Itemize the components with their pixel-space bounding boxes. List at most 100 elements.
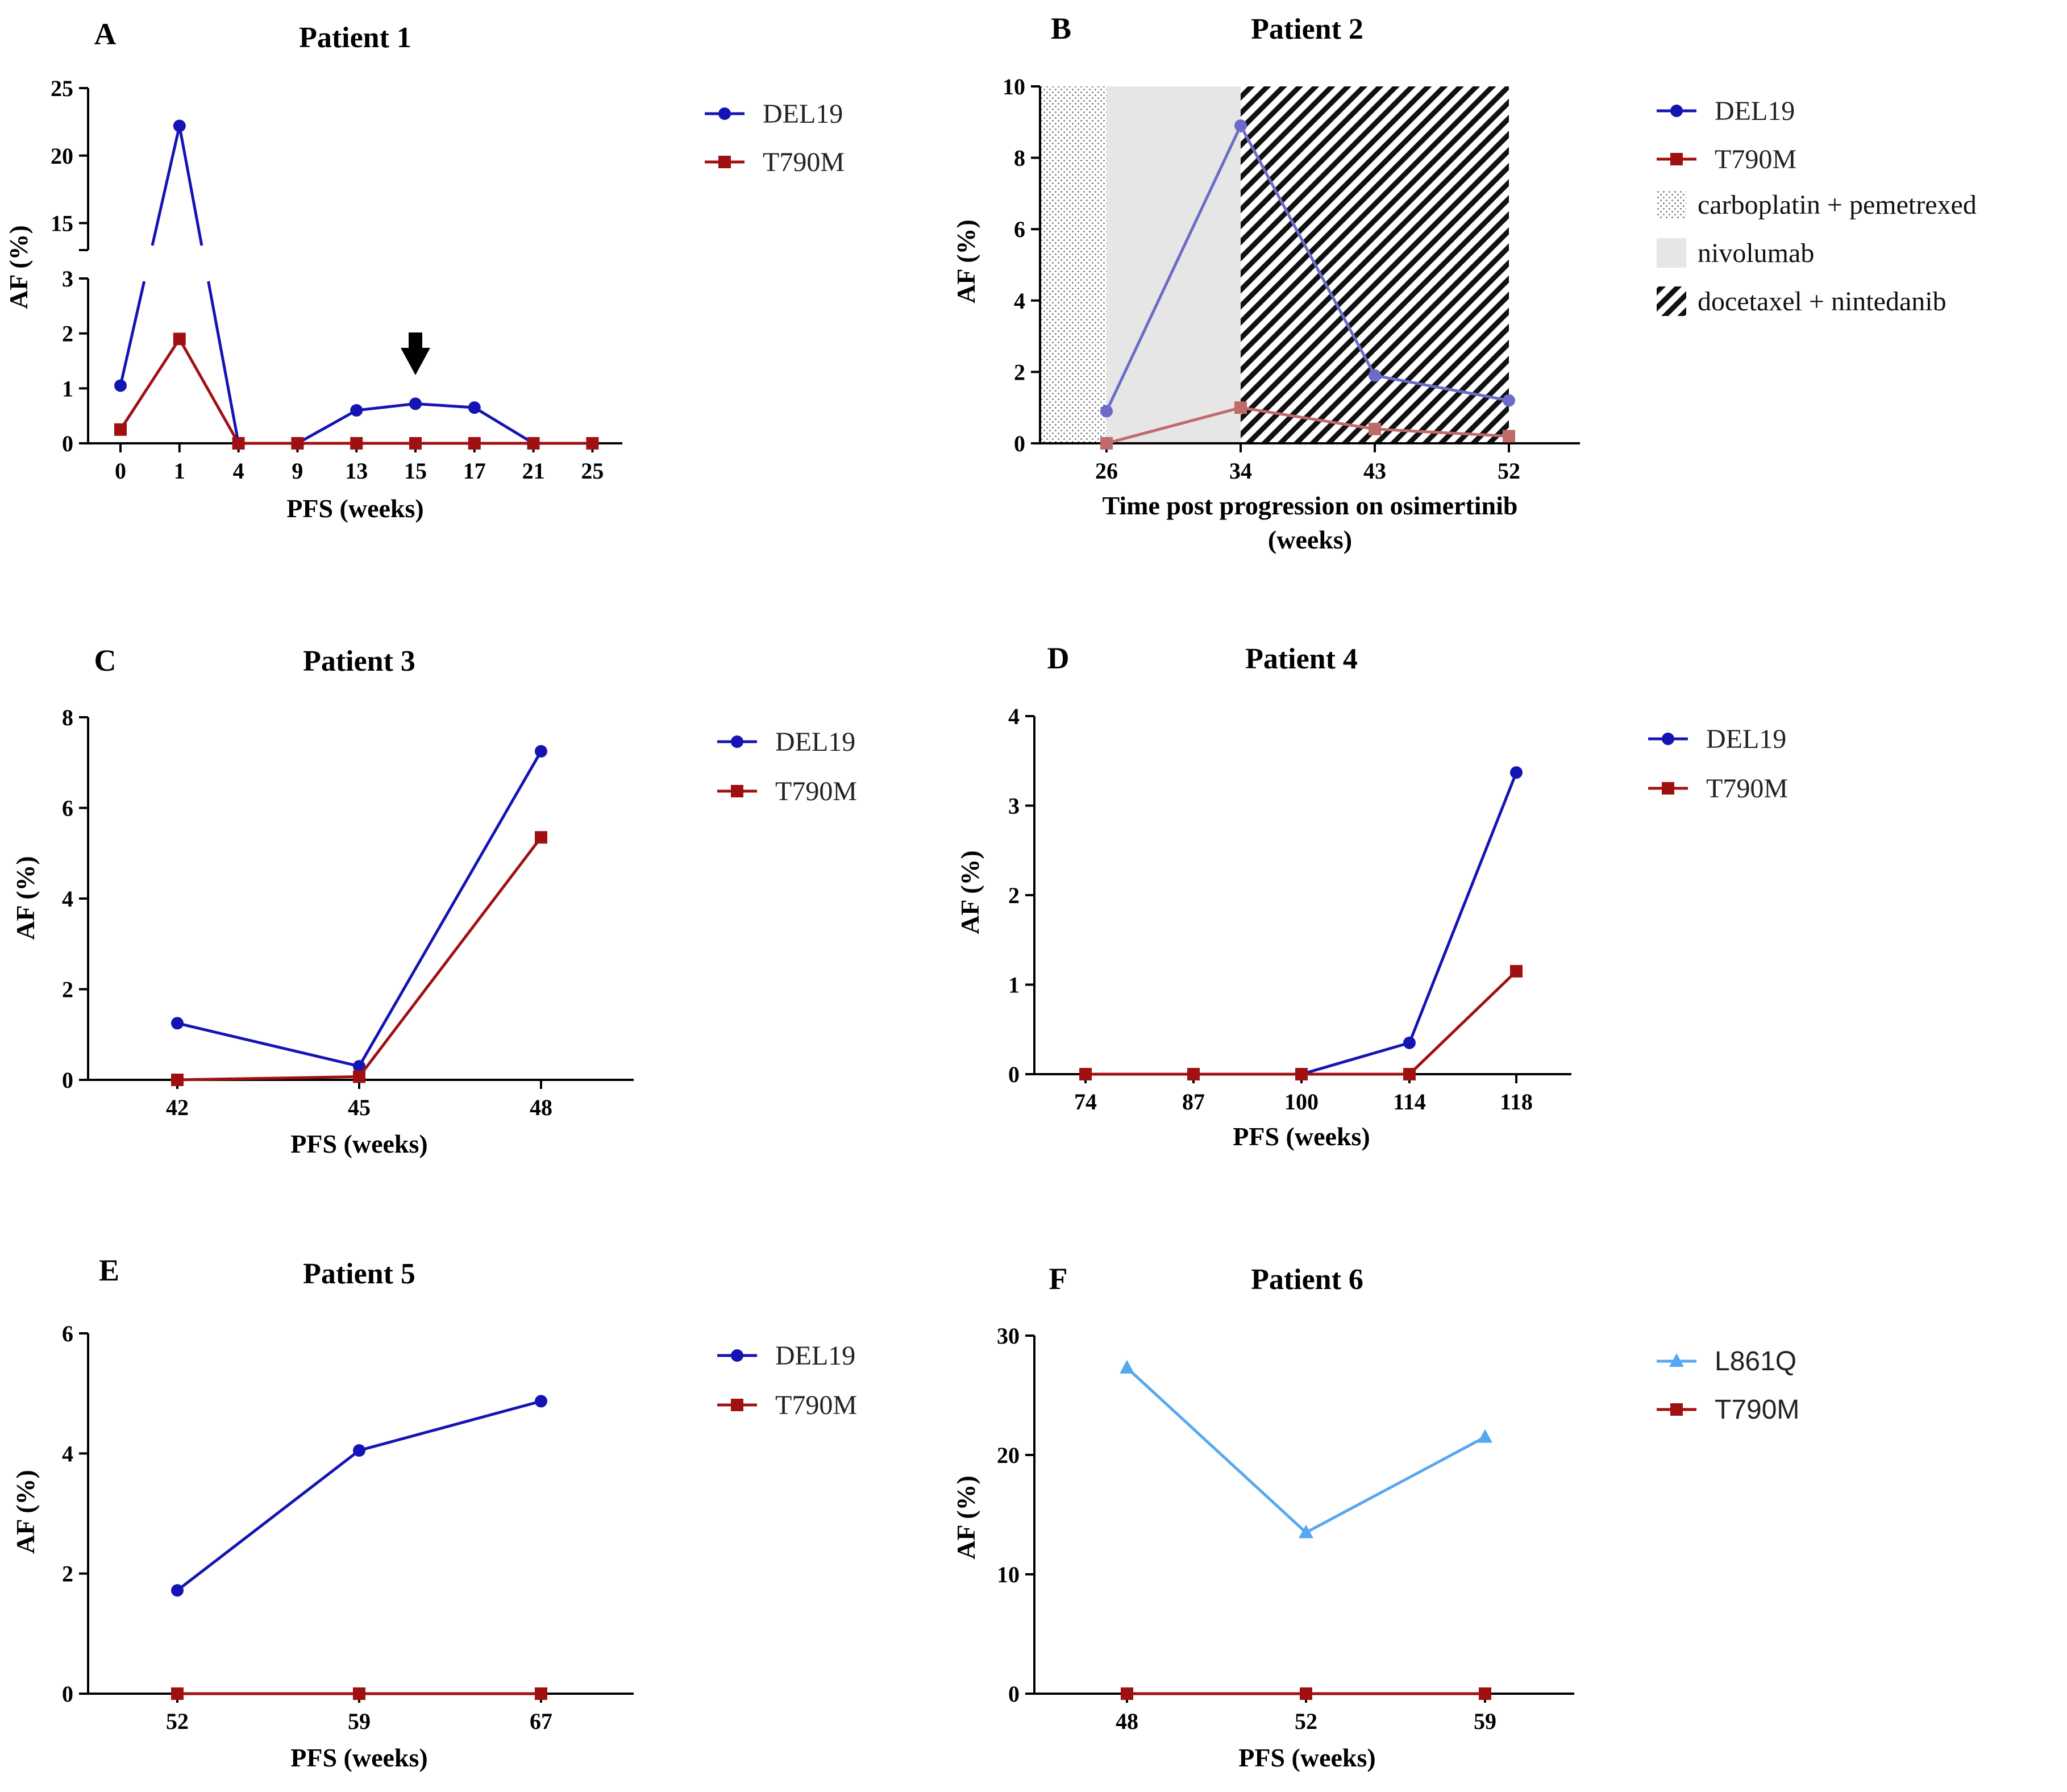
data-point bbox=[173, 119, 186, 132]
data-point bbox=[1187, 1068, 1200, 1080]
legend: L861Q T790M bbox=[1657, 1346, 1799, 1425]
treatment-band-dots bbox=[1040, 86, 1107, 443]
chart-title: Patient 3 bbox=[303, 645, 415, 677]
data-point bbox=[1300, 1687, 1312, 1700]
data-point bbox=[1299, 1524, 1313, 1539]
legend-label: DEL19 bbox=[1706, 724, 1786, 754]
data-point bbox=[1295, 1068, 1308, 1080]
axes bbox=[79, 87, 622, 452]
data-point bbox=[1234, 401, 1247, 414]
series-del19 bbox=[171, 1395, 547, 1597]
chart-title: Patient 1 bbox=[299, 22, 411, 54]
series-line bbox=[176, 1399, 542, 1592]
chart-title: Patient 2 bbox=[1251, 13, 1363, 45]
treatment-band-hatch bbox=[1241, 86, 1509, 443]
data-point bbox=[535, 1395, 547, 1408]
series-line bbox=[1106, 406, 1509, 445]
legend-label: DEL19 bbox=[775, 727, 855, 757]
legend-label: DEL19 bbox=[775, 1341, 855, 1371]
y-tick-label: 0 bbox=[1008, 1681, 1020, 1707]
y-tick-label: 2 bbox=[1014, 359, 1025, 385]
x-axis-label: PFS (weeks) bbox=[1233, 1122, 1370, 1151]
x-tick-label: 43 bbox=[1363, 458, 1386, 484]
y-tick-label: 2 bbox=[1008, 883, 1020, 908]
x-tick-label: 1 bbox=[174, 458, 185, 484]
series-line-segment bbox=[297, 409, 357, 445]
legend-marker bbox=[1670, 153, 1683, 165]
legend-swatch-dots bbox=[1657, 190, 1686, 219]
x-tick-label: 0 bbox=[115, 458, 126, 484]
legend-label: T790M bbox=[775, 1390, 857, 1420]
data-point bbox=[1403, 1068, 1416, 1080]
data-point bbox=[535, 745, 547, 758]
data-point bbox=[1100, 437, 1113, 450]
y-tick-label: 4 bbox=[62, 1441, 73, 1466]
series-del19 bbox=[171, 745, 547, 1073]
legend-marker bbox=[1670, 105, 1683, 117]
y-tick-label: 4 bbox=[1008, 704, 1020, 729]
y-axis-label: AF (%) bbox=[11, 1470, 40, 1554]
data-point bbox=[1503, 430, 1515, 443]
x-tick-label: 67 bbox=[530, 1708, 552, 1734]
data-point bbox=[114, 379, 127, 392]
panel-letter: F bbox=[1049, 1262, 1068, 1296]
chart-panel-e: E Patient 5 0 2 4 6 52 59 67 PFS (weeks) AF (%) DEL… bbox=[11, 1253, 857, 1772]
y-tick-label: 20 bbox=[997, 1442, 1020, 1468]
y-tick-label: 30 bbox=[997, 1323, 1020, 1349]
chart-panel-c: C Patient 3 0 2 4 6 8 42 45 48 PFS (weeks) AF (%) DE… bbox=[11, 643, 857, 1158]
y-tick-label: 10 bbox=[1003, 74, 1025, 99]
legend-label: L861Q bbox=[1715, 1346, 1796, 1377]
series-line bbox=[1086, 970, 1517, 1076]
x-tick-label: 42 bbox=[166, 1095, 189, 1120]
data-point bbox=[171, 1687, 184, 1700]
x-tick-label: 100 bbox=[1284, 1089, 1319, 1115]
y-tick-label: 20 bbox=[51, 143, 73, 169]
y-tick-label: 3 bbox=[62, 266, 73, 292]
series-l861q bbox=[1120, 1359, 1492, 1539]
data-point bbox=[409, 437, 422, 450]
data-point bbox=[353, 1444, 365, 1457]
series-del19 bbox=[1079, 766, 1523, 1080]
y-tick-label: 4 bbox=[1014, 288, 1025, 314]
data-point bbox=[232, 437, 245, 450]
data-point bbox=[171, 1584, 184, 1597]
legend-label: carboplatin + pemetrexed bbox=[1698, 190, 1977, 220]
data-point bbox=[535, 1687, 547, 1700]
y-axis-label: AF (%) bbox=[951, 1475, 980, 1560]
data-point bbox=[1234, 119, 1247, 132]
data-point bbox=[353, 1687, 365, 1700]
panel-letter: B bbox=[1051, 11, 1071, 45]
x-tick-label: 118 bbox=[1500, 1089, 1533, 1115]
x-axis-label: PFS (weeks) bbox=[290, 1129, 427, 1158]
data-point bbox=[1510, 964, 1523, 978]
chart-panel-b: B Patient 2 0 2 4 6 8 10 26 34 43 52 Time post progr… bbox=[951, 11, 1977, 554]
data-point bbox=[353, 1060, 365, 1073]
y-tick-label: 15 bbox=[51, 211, 73, 236]
legend-label: DEL19 bbox=[1715, 96, 1795, 126]
x-axis-label: PFS (weeks) bbox=[290, 1743, 427, 1772]
x-tick-label: 45 bbox=[348, 1095, 371, 1120]
y-tick-label: 6 bbox=[62, 796, 73, 821]
legend: DEL19 T790M bbox=[717, 1341, 857, 1420]
series-del19 bbox=[1100, 119, 1515, 418]
data-point bbox=[1510, 766, 1523, 779]
legend-marker bbox=[1662, 733, 1674, 745]
chart-panel-f: F Patient 6 0 10 20 30 48 52 59 PFS (weeks) AF (%)… bbox=[951, 1262, 1799, 1772]
legend-swatch-grey bbox=[1657, 238, 1686, 268]
legend-marker bbox=[1670, 1403, 1683, 1416]
x-tick-label: 17 bbox=[463, 458, 486, 484]
data-point bbox=[1479, 1687, 1491, 1700]
series-t790m bbox=[1121, 1687, 1491, 1700]
data-point bbox=[173, 332, 186, 346]
panel-letter: A bbox=[94, 17, 117, 51]
data-point bbox=[171, 1017, 184, 1030]
y-tick-label: 0 bbox=[1014, 431, 1025, 456]
legend-marker bbox=[718, 156, 731, 168]
y-tick-label: 10 bbox=[997, 1562, 1020, 1587]
x-tick-label: 52 bbox=[1498, 458, 1520, 484]
treatment-band-grey bbox=[1107, 86, 1241, 443]
data-point bbox=[114, 423, 127, 436]
data-point bbox=[1079, 1068, 1092, 1080]
data-point bbox=[291, 437, 304, 450]
legend: DEL19 T790M bbox=[1648, 724, 1788, 804]
